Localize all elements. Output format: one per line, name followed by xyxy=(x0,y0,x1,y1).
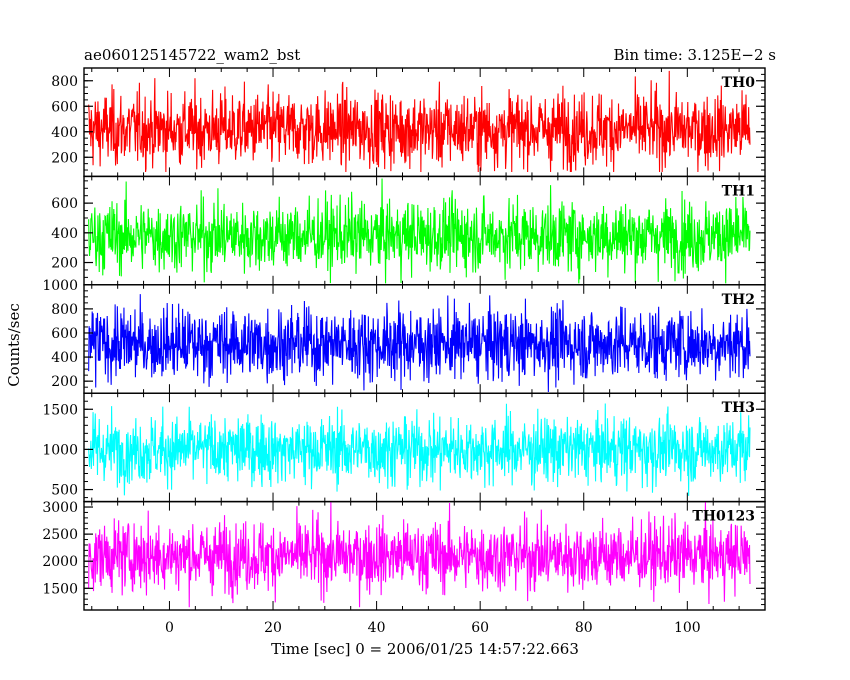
x-tick-label: 100 xyxy=(674,620,701,636)
series-line-th3 xyxy=(88,403,751,496)
y-tick-label: 500 xyxy=(51,483,78,499)
y-tick-label: 1500 xyxy=(42,581,78,597)
y-tick-label: 400 xyxy=(51,226,78,242)
panel-th3: 500 1000 1500 TH3 xyxy=(42,392,766,503)
y-tick-label: 2000 xyxy=(42,554,78,570)
y-tick-label: 200 xyxy=(51,150,78,166)
x-axis: 0 20 40 60 80 100 xyxy=(165,620,701,636)
panel-label-th0123: TH0123 xyxy=(692,509,755,525)
y-tick-label: 3000 xyxy=(42,500,78,516)
x-tick-label: 60 xyxy=(471,620,489,636)
chart-title-left: ae060125145722_wam2_bst xyxy=(84,46,300,64)
series-line-th0 xyxy=(88,70,751,173)
y-tick-label: 2500 xyxy=(42,527,78,543)
y-tick-label: 600 xyxy=(51,326,78,342)
x-tick-label: 0 xyxy=(165,620,174,636)
y-tick-label: 800 xyxy=(51,74,78,90)
y-tick-label: 1000 xyxy=(42,278,78,294)
panel-th2: 200 400 600 800 1000 TH2 xyxy=(42,278,766,394)
panel-label-th0: TH0 xyxy=(722,75,756,91)
x-tick-label: 40 xyxy=(368,620,386,636)
panel-th1: 200 400 600 TH1 xyxy=(51,175,766,286)
y-tick-label: 800 xyxy=(51,302,78,318)
x-tick-label: 20 xyxy=(264,620,282,636)
x-tick-label: 80 xyxy=(575,620,593,636)
panel-label-th1: TH1 xyxy=(722,183,755,199)
y-tick-label: 200 xyxy=(51,256,78,272)
panel-th0: 200 400 600 800 TH0 xyxy=(51,67,766,178)
panel-label-th3: TH3 xyxy=(722,400,755,416)
y-tick-label: 600 xyxy=(51,196,78,212)
y-tick-label: 200 xyxy=(51,374,78,390)
y-tick-label: 400 xyxy=(51,125,78,141)
y-tick-label: 400 xyxy=(51,350,78,366)
x-axis-title: Time [sec] 0 = 2006/01/25 14:57:22.663 xyxy=(271,640,579,658)
panel-th0123: 1500 2000 2500 3000 TH0123 xyxy=(42,500,766,611)
y-axis-title: Counts/sec xyxy=(5,303,23,387)
y-tick-label: 1000 xyxy=(42,442,78,458)
series-line-th2 xyxy=(88,294,751,393)
series-line-th1 xyxy=(88,178,751,284)
y-tick-label: 1500 xyxy=(42,402,78,418)
y-tick-label: 600 xyxy=(51,99,78,115)
panel-label-th2: TH2 xyxy=(722,292,755,308)
chart-title-right: Bin time: 3.125E−2 s xyxy=(614,46,776,64)
series-line-th0123 xyxy=(88,501,751,608)
